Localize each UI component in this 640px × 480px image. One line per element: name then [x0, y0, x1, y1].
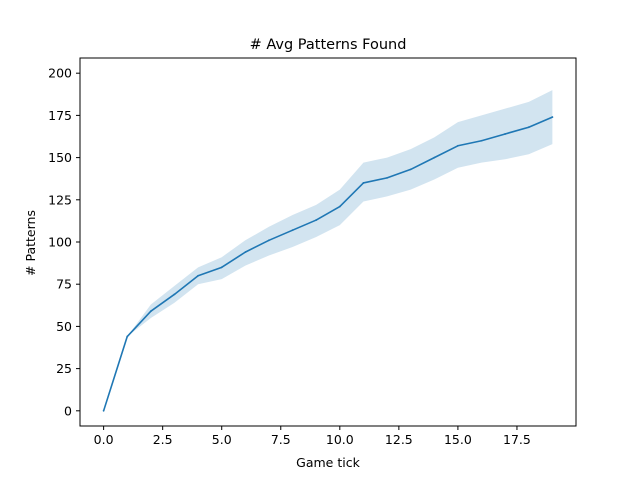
y-tick-label: 75: [56, 277, 72, 292]
data-point: [457, 144, 459, 147]
data-point: [409, 168, 412, 171]
data-point: [315, 219, 318, 221]
y-tick-label: 50: [56, 319, 72, 334]
data-point: [220, 266, 223, 269]
data-point: [291, 229, 294, 232]
data-point: [386, 176, 388, 179]
data-point: [551, 116, 554, 118]
data-point: [338, 205, 341, 208]
data-point: [268, 239, 270, 242]
x-tick-label: 7.5: [271, 432, 291, 447]
data-point: [197, 274, 200, 277]
data-point: [244, 251, 247, 254]
x-tick-label: 0.0: [94, 432, 114, 447]
chart-title: # Avg Patterns Found: [250, 37, 407, 53]
series-line: [102, 116, 553, 412]
x-tick-label: 12.5: [385, 432, 413, 447]
y-tick-label: 100: [48, 235, 72, 250]
data-point: [102, 409, 105, 412]
data-point: [149, 310, 152, 313]
data-point: [504, 133, 507, 135]
y-tick-label: 200: [48, 66, 72, 81]
confidence-band: [103, 90, 553, 411]
data-point: [527, 126, 530, 129]
y-tick-label: 0: [64, 403, 72, 418]
data-point: [433, 156, 436, 159]
x-tick-label: 10.0: [326, 432, 354, 447]
y-tick-label: 125: [48, 192, 72, 207]
data-point: [480, 139, 483, 142]
x-axis-label: Game tick: [296, 455, 360, 470]
y-tick-label: 25: [56, 361, 72, 376]
y-tick-label: 150: [48, 150, 72, 165]
x-tick-label: 2.5: [153, 432, 173, 447]
x-tick-label: 17.5: [503, 432, 531, 447]
data-point: [173, 293, 176, 296]
data-point: [126, 335, 129, 338]
y-tick-label: 175: [48, 108, 72, 123]
x-tick-label: 5.0: [212, 432, 232, 447]
x-tick-label: 15.0: [444, 432, 472, 447]
data-point: [362, 182, 365, 184]
y-axis-label: # Patterns: [23, 210, 38, 276]
